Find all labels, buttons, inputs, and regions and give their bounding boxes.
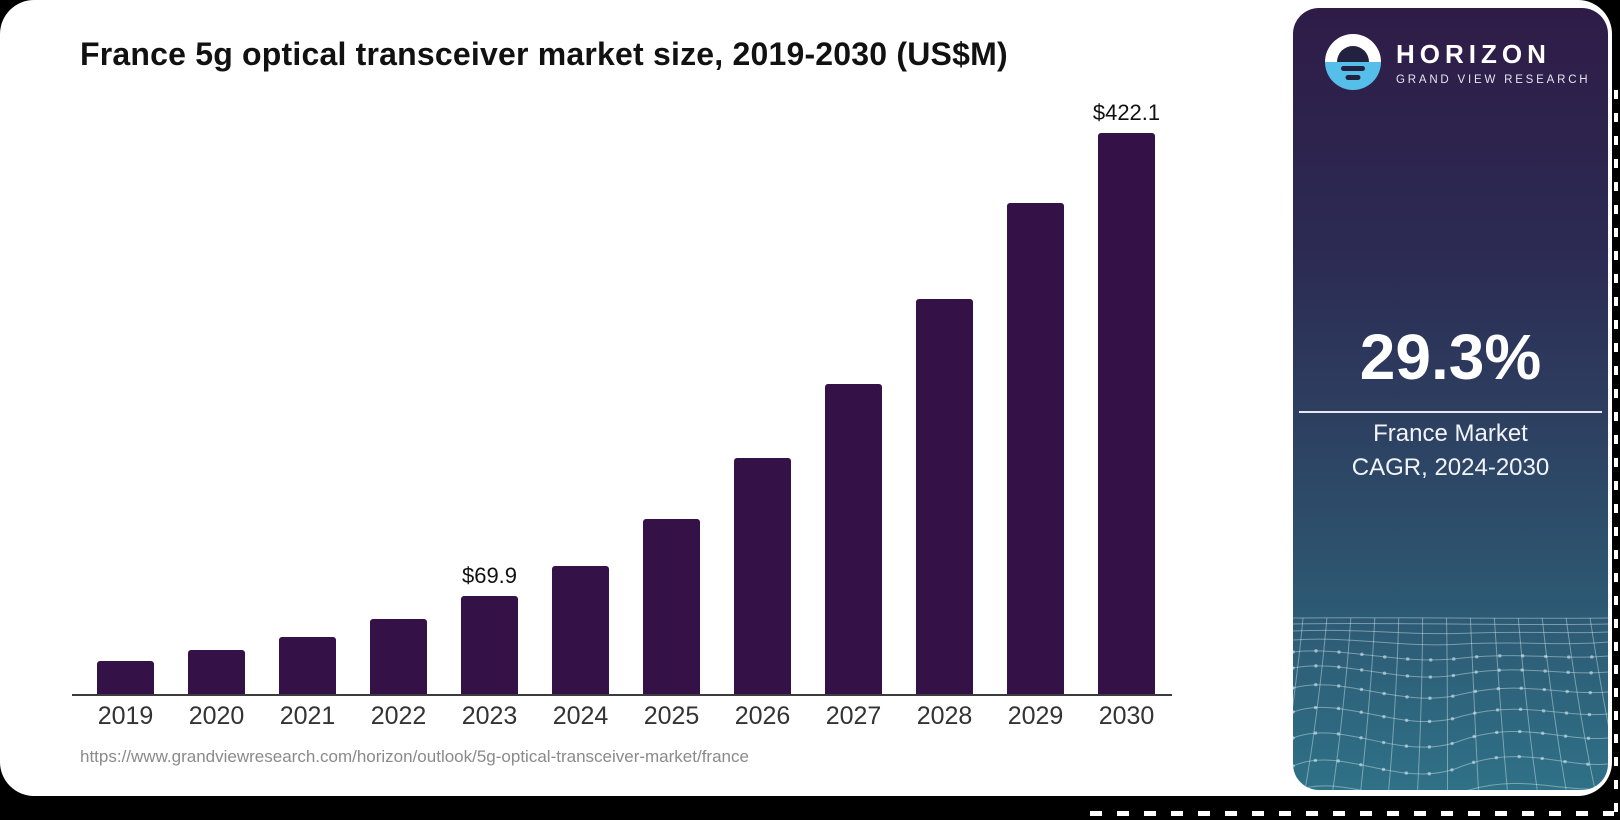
bar xyxy=(1007,202,1064,694)
x-tick-label: 2021 xyxy=(279,702,336,730)
bar-value-label: $422.1 xyxy=(1092,100,1161,125)
source-url: https://www.grandviewresearch.com/horizo… xyxy=(80,747,749,766)
brand-header: HORIZON GRAND VIEW RESEARCH xyxy=(1325,34,1590,90)
bar-column: $422.1 xyxy=(1081,100,1172,694)
x-tick-label: 2027 xyxy=(825,702,882,730)
x-tick-label: 2025 xyxy=(643,702,700,730)
bar-column: $69.9 xyxy=(444,100,535,694)
x-axis-labels: 2019 2020 2021 2022 2023 2024 2025 2026 2027 2028… xyxy=(80,702,1172,731)
bar-column xyxy=(535,100,626,694)
bar xyxy=(916,298,973,694)
brand-text: HORIZON GRAND VIEW RESEARCH xyxy=(1396,39,1590,86)
bar-column xyxy=(626,100,717,694)
bar-column xyxy=(80,100,171,694)
x-tick-label: 2030 xyxy=(1098,702,1155,730)
brand-name: HORIZON xyxy=(1396,38,1551,69)
horizon-logo-icon xyxy=(1325,34,1381,90)
bar-column xyxy=(717,100,808,694)
brand-subtitle: GRAND VIEW RESEARCH xyxy=(1396,73,1591,86)
bar-column xyxy=(808,100,899,694)
sun-reflection-line xyxy=(1345,75,1361,80)
bar-chart: $69.9 $422.1 xyxy=(80,100,1172,694)
wireframe-mesh-decoration xyxy=(1293,617,1608,790)
bar xyxy=(279,637,336,694)
bar xyxy=(97,660,154,694)
brand-panel: HORIZON GRAND VIEW RESEARCH 29.3% France… xyxy=(1293,8,1608,790)
bar-column xyxy=(171,100,262,694)
bar-column xyxy=(990,100,1081,694)
bar-column xyxy=(262,100,353,694)
x-tick-label: 2020 xyxy=(188,702,245,730)
chart-title: France 5g optical transceiver market siz… xyxy=(80,36,1008,72)
bar-column xyxy=(353,100,444,694)
bar xyxy=(734,458,791,694)
x-tick-label: 2023 xyxy=(461,702,518,730)
stat-divider xyxy=(1299,411,1602,413)
sun-reflection-line xyxy=(1341,66,1365,71)
bar xyxy=(643,518,700,694)
bar xyxy=(825,384,882,694)
bar xyxy=(552,566,609,694)
bar xyxy=(461,595,518,694)
cagr-value: 29.3% xyxy=(1359,321,1542,393)
bar xyxy=(1098,133,1155,694)
chart-area: $69.9 $422.1 xyxy=(80,100,1172,694)
bar xyxy=(370,619,427,694)
x-tick-label: 2028 xyxy=(916,702,973,730)
sun-dome-icon xyxy=(1337,46,1369,62)
dashed-edge-right xyxy=(1614,90,1618,820)
x-tick-label: 2029 xyxy=(1007,702,1064,730)
stat-label-market: France Market xyxy=(1373,420,1528,447)
x-axis-line xyxy=(72,694,1172,696)
x-tick-label: 2019 xyxy=(97,702,154,730)
bar-column xyxy=(899,100,990,694)
x-tick-label: 2026 xyxy=(734,702,791,730)
bar-value-label: $69.9 xyxy=(461,562,518,588)
stat-label-cagr-period: CAGR, 2024-2030 xyxy=(1351,454,1550,481)
x-tick-label: 2022 xyxy=(370,702,427,730)
x-tick-label: 2024 xyxy=(552,702,609,730)
dashed-edge-bottom xyxy=(1090,811,1620,816)
bar xyxy=(188,649,245,694)
